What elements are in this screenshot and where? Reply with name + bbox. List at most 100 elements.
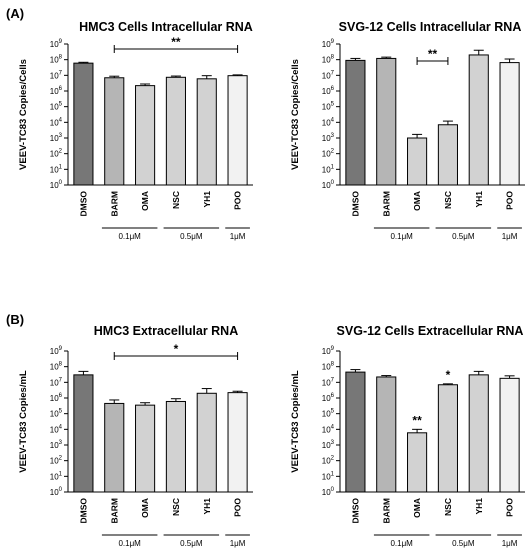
y-tick-label: 104 [322, 424, 335, 434]
y-tick-label: 105 [322, 102, 335, 112]
category-label: BARM [109, 191, 119, 217]
bar-nsc [165, 76, 186, 186]
category-label: BARM [381, 191, 391, 217]
bar-nsc [437, 124, 458, 186]
y-tick-label: 107 [322, 70, 335, 80]
category-label: POO [233, 498, 243, 517]
category-label: YH1 [202, 498, 212, 515]
significance-marker: ** [428, 47, 438, 61]
group-label: 0.5μM [180, 539, 203, 548]
bar-yh1 [196, 78, 217, 186]
y-tick-label: 102 [50, 456, 63, 466]
y-tick-label: 102 [322, 149, 335, 159]
y-tick-label: 104 [50, 117, 63, 127]
category-label: NSC [171, 498, 181, 516]
group-label: 0.1μM [118, 539, 141, 548]
bar-oma [407, 137, 428, 186]
category-label: OMA [412, 191, 422, 211]
y-tick-label: 108 [50, 55, 63, 65]
y-tick-label: 103 [322, 133, 335, 143]
chart-title: SVG-12 Cells Intracellular RNA [339, 20, 522, 34]
category-label: YH1 [474, 191, 484, 208]
y-axis-label: VEEV-TC83 Copies/Cells [290, 59, 301, 170]
y-tick-label: 101 [322, 471, 335, 481]
bar-barm [376, 376, 397, 493]
category-label: POO [233, 191, 243, 210]
y-tick-label: 101 [50, 471, 63, 481]
group-label: 1μM [502, 539, 518, 548]
category-label: DMSO [350, 498, 360, 524]
y-tick-label: 105 [322, 409, 335, 419]
chart-title: SVG-12 Cells Extracellular RNA [337, 324, 524, 338]
category-label: NSC [443, 498, 453, 516]
group-label: 0.5μM [452, 232, 475, 241]
category-label: OMA [140, 191, 150, 211]
group-label: 1μM [230, 232, 246, 241]
category-label: NSC [171, 191, 181, 209]
group-label: 0.1μM [390, 232, 413, 241]
bar-poo [499, 62, 520, 186]
group-label: 0.1μM [118, 232, 141, 241]
category-label: BARM [109, 498, 119, 524]
category-label: BARM [381, 498, 391, 524]
group-label: 0.5μM [452, 539, 475, 548]
y-tick-label: 100 [50, 487, 63, 497]
category-label: YH1 [202, 191, 212, 208]
bar-dmso [73, 374, 94, 493]
bar-dmso [345, 59, 366, 186]
y-tick-label: 106 [322, 86, 335, 96]
y-tick-label: 106 [50, 86, 63, 96]
y-tick-label: 105 [50, 409, 63, 419]
bar-dmso [345, 371, 366, 493]
y-tick-label: 101 [322, 164, 335, 174]
bar-yh1 [196, 392, 217, 493]
y-tick-label: 101 [50, 164, 63, 174]
y-tick-label: 103 [50, 440, 63, 450]
y-tick-label: 107 [50, 377, 63, 387]
y-tick-label: 107 [50, 70, 63, 80]
y-axis-label: VEEV-TC83 Copies/mL [18, 370, 29, 473]
y-tick-label: 100 [50, 180, 63, 190]
panel-label-a: (A) [6, 6, 25, 21]
y-tick-label: 107 [322, 377, 335, 387]
y-tick-label: 104 [50, 424, 63, 434]
category-label: YH1 [474, 498, 484, 515]
chart-title: HMC3 Cells Intracellular RNA [79, 20, 253, 34]
bar-poo [227, 75, 248, 186]
y-tick-label: 104 [322, 117, 335, 127]
panel-label-b: (B) [6, 312, 25, 327]
y-tick-label: 100 [322, 487, 335, 497]
y-tick-label: 109 [50, 346, 63, 356]
y-tick-label: 103 [50, 133, 63, 143]
bar-barm [104, 77, 125, 186]
bar-yh1 [468, 374, 489, 493]
y-tick-label: 106 [322, 393, 335, 403]
y-tick-label: 105 [50, 102, 63, 112]
group-label: 0.5μM [180, 232, 203, 241]
y-tick-label: 108 [322, 55, 335, 65]
group-label: 1μM [230, 539, 246, 548]
category-label: OMA [412, 498, 422, 518]
category-label: POO [505, 191, 515, 210]
bar-dmso [73, 62, 94, 186]
y-tick-label: 108 [50, 362, 63, 372]
y-tick-label: 108 [322, 362, 335, 372]
chart-title: HMC3 Extracellular RNA [94, 324, 239, 338]
y-tick-label: 102 [50, 149, 63, 159]
y-tick-label: 102 [322, 456, 335, 466]
significance-marker: * [174, 342, 179, 356]
y-tick-label: 100 [322, 180, 335, 190]
bar-yh1 [468, 54, 489, 186]
bar-oma [135, 85, 156, 186]
y-tick-label: 109 [322, 39, 335, 49]
group-label: 1μM [502, 232, 518, 241]
y-tick-label: 109 [50, 39, 63, 49]
y-axis-label: VEEV-TC83 Copies/mL [290, 370, 301, 473]
significance-marker: ** [412, 413, 422, 427]
y-tick-label: 106 [50, 393, 63, 403]
bar-poo [499, 377, 520, 493]
group-label: 0.1μM [390, 539, 413, 548]
bar-barm [104, 402, 125, 493]
bar-oma [135, 404, 156, 493]
